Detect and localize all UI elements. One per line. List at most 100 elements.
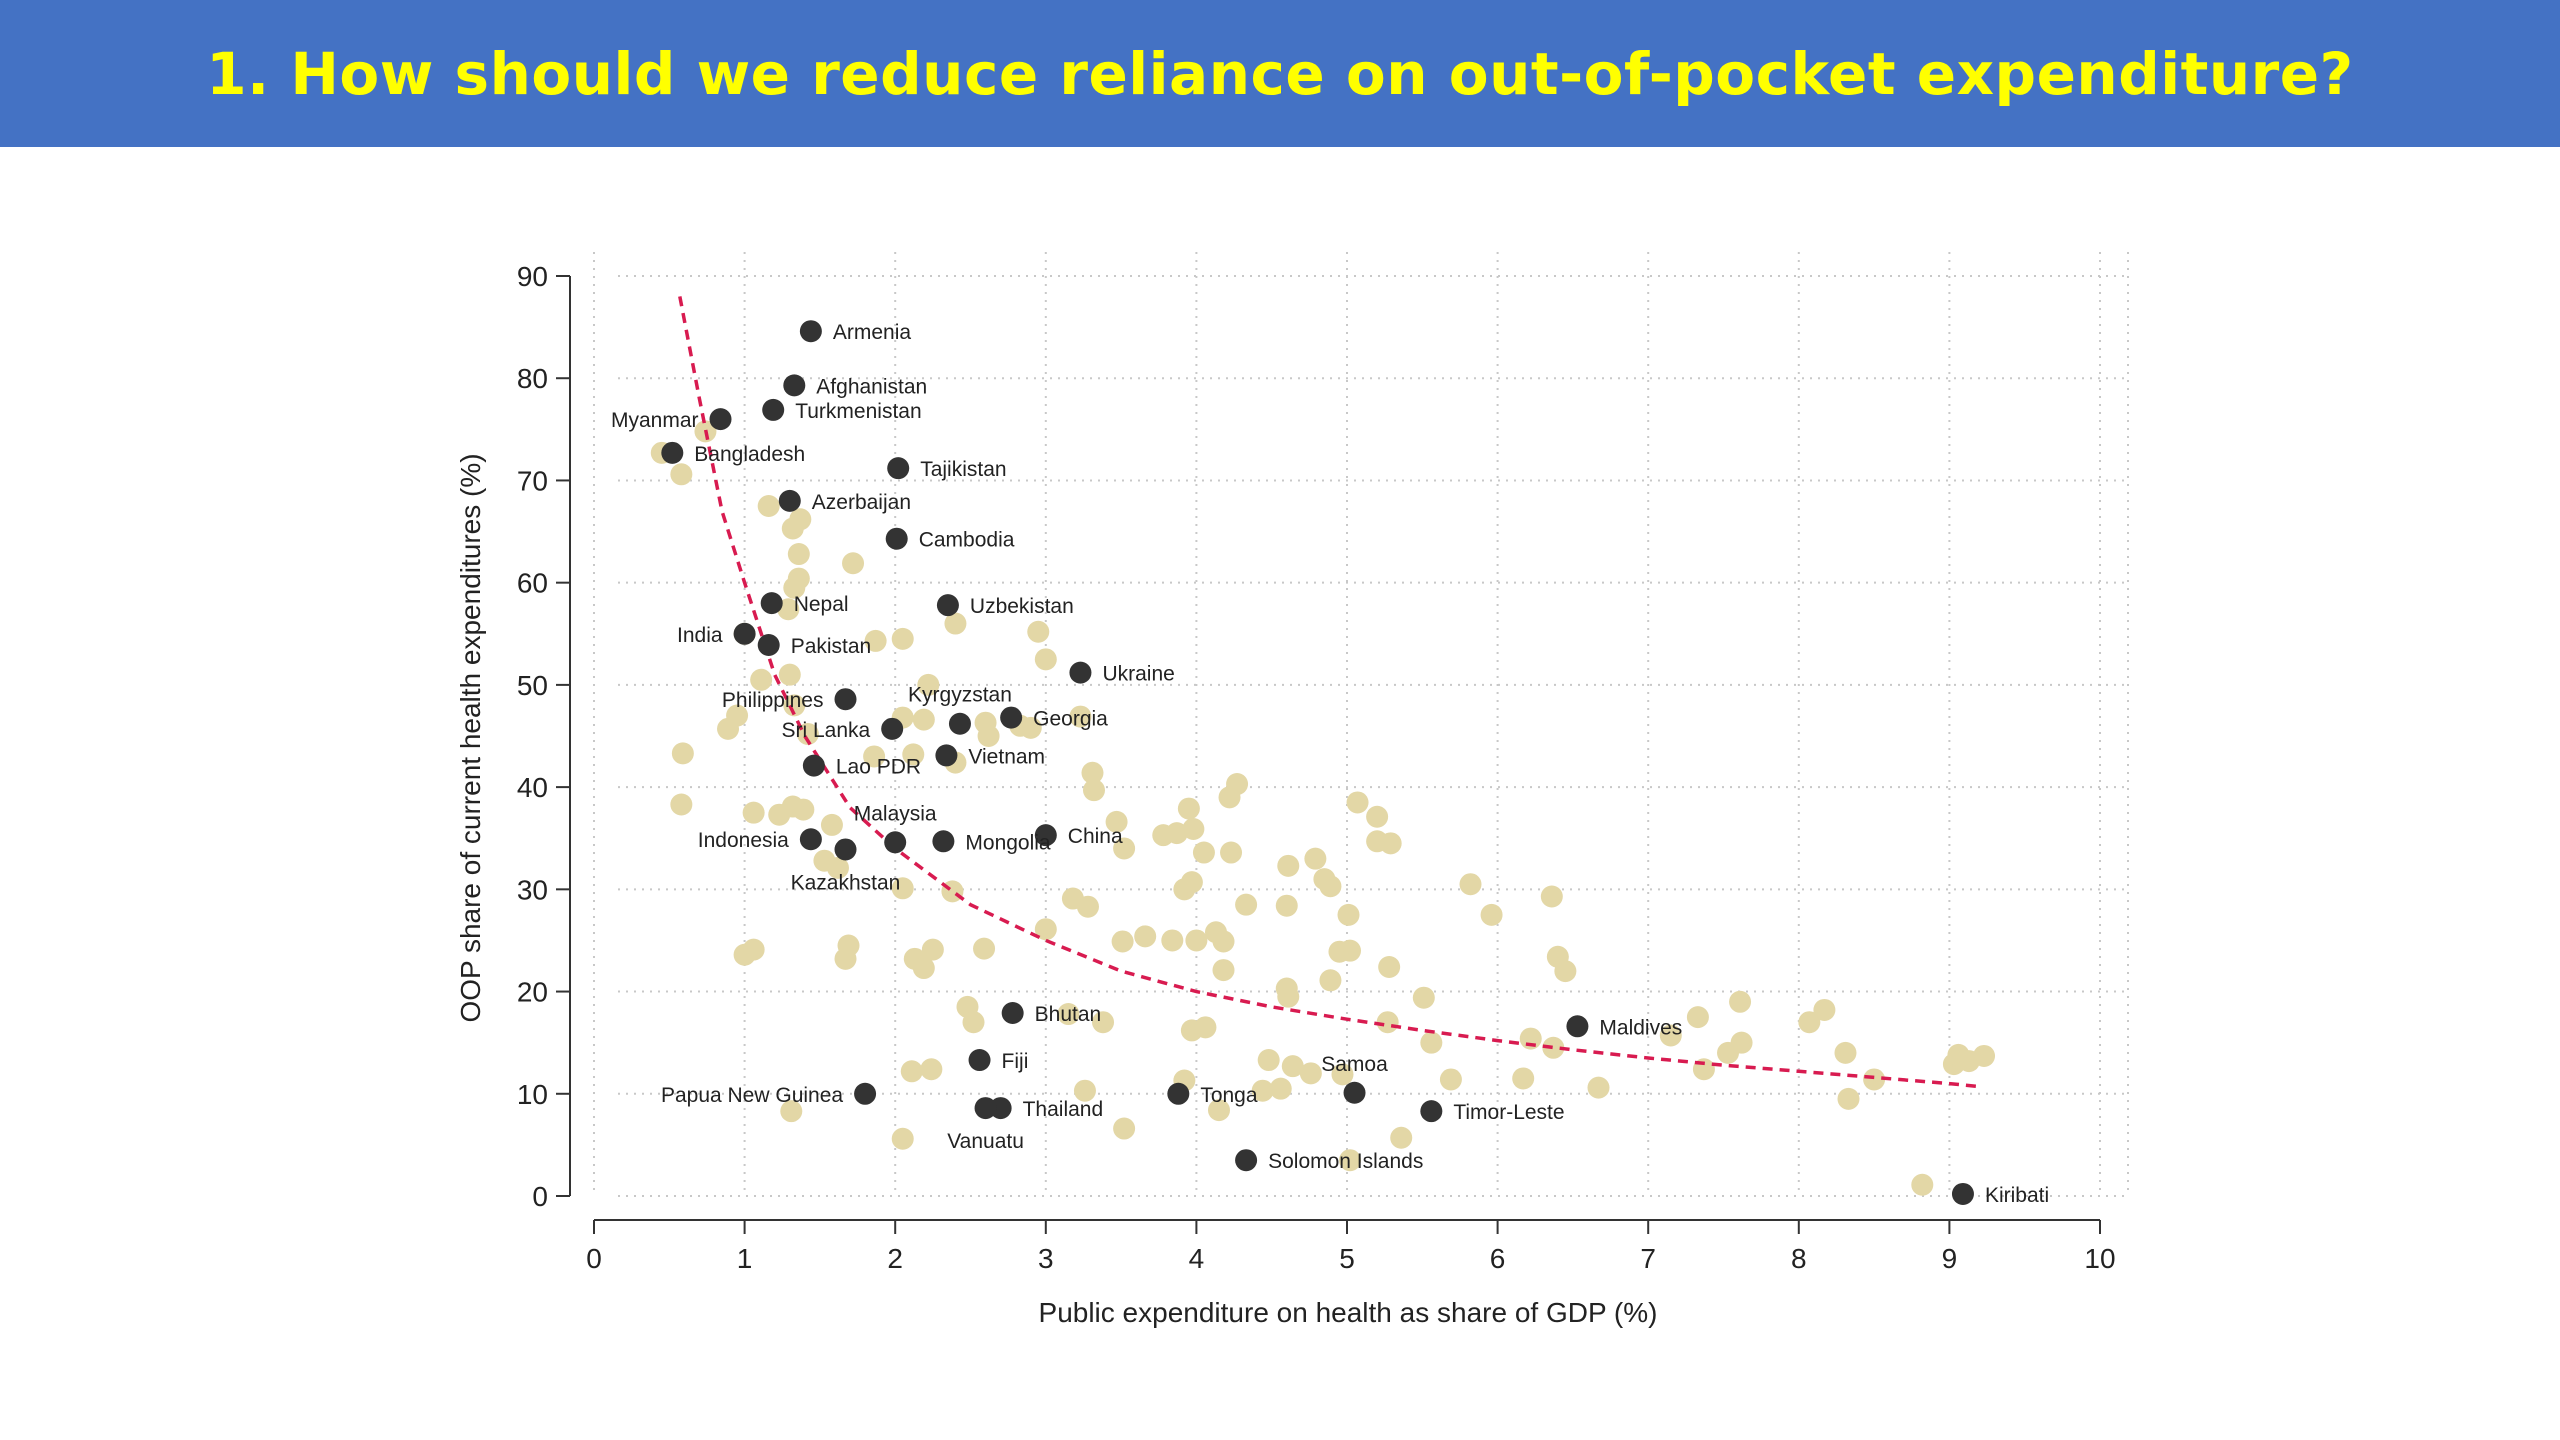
country-point [1113,837,1136,860]
country-point [921,938,944,961]
country-point [670,463,693,486]
highlighted-point [1000,706,1023,729]
x-tick-label: 5 [1339,1243,1355,1274]
page-title: 1. How should we reduce reliance on out-… [206,39,2354,108]
highlighted-point [881,717,904,740]
country-point [1081,761,1104,784]
country-point [1269,1077,1292,1100]
point-label: Vanuatu [947,1130,1024,1153]
point-label: Mongolia [965,831,1051,854]
point-label: Kiribati [1985,1184,2049,1207]
highlighted-point [762,398,785,421]
highlighted-point [1069,661,1092,684]
country-point [789,508,812,531]
x-tick-label: 3 [1038,1243,1054,1274]
highlighted-point [1167,1082,1190,1105]
axes-layer: 0 10 20 30 40 50 60 70 80 90 0 1 2 3 4 5 6 7 8 9 10 [517,261,2116,1274]
country-point [1376,1011,1399,1034]
country-point [944,612,967,635]
point-label: India [677,624,723,647]
highlighted-point [661,441,684,464]
country-point [742,938,765,961]
country-point [1378,956,1401,979]
country-point [1863,1068,1886,1091]
point-label: Tonga [1200,1084,1258,1107]
point-label: Philippines [722,689,824,712]
country-point [1366,805,1389,828]
country-point [1390,1126,1413,1149]
other-points-layer [650,420,1996,1196]
country-point [1659,1024,1682,1047]
country-point [717,717,740,740]
country-point [1277,854,1300,877]
x-tick-label: 9 [1942,1243,1958,1274]
point-label: Timor-Leste [1453,1101,1564,1124]
country-point [1540,885,1563,908]
point-label: Kazakhstan [791,871,901,894]
x-tick-label: 8 [1791,1243,1807,1274]
highlighted-point [1951,1182,1974,1205]
country-point [1113,1117,1136,1140]
highlighted-point [1566,1015,1589,1038]
country-point [1034,648,1057,671]
point-label: Sri Lanka [781,719,870,742]
country-point [1346,791,1369,814]
point-label: Solomon Islands [1268,1150,1423,1173]
country-point [1082,779,1105,802]
country-point [1207,1099,1230,1122]
country-point [1275,894,1298,917]
country-point [902,743,925,766]
chart-area: 0 10 20 30 40 50 60 70 80 90 0 1 2 3 4 5 6 7 8 9 10 Armenia A… [0,147,2560,1440]
point-label: Vietnam [968,745,1045,768]
country-point [1218,786,1241,809]
country-point [1379,832,1402,855]
highlighted-point [887,457,910,480]
highlighted-point [757,634,780,657]
y-tick-label: 90 [517,261,548,292]
country-point [1554,960,1577,983]
country-point [1420,1031,1443,1054]
country-point [1194,1016,1217,1039]
country-point [1111,930,1134,953]
country-point [742,801,765,824]
country-point [891,627,914,650]
y-tick-label: 0 [532,1181,548,1212]
country-point [917,673,940,696]
country-point [1165,822,1188,845]
country-point [891,877,914,900]
x-axis-label: Public expenditure on health as share of… [1039,1297,1658,1328]
highlighted-point [1001,1002,1024,1025]
country-point [1813,998,1836,1021]
country-point [1331,1063,1354,1086]
point-label: Turkmenistan [795,400,921,423]
point-label: Afghanistan [816,375,927,398]
country-point [912,957,935,980]
highlighted-point [989,1097,1012,1120]
point-label: Georgia [1033,708,1108,731]
highlighted-point [778,489,801,512]
country-point [783,694,806,717]
country-point [670,793,693,816]
country-point [900,1060,923,1083]
highlighted-point [935,744,958,767]
country-point [768,803,791,826]
country-point [837,934,860,957]
country-point [750,668,773,691]
point-label: Kyrgyzstan [908,684,1012,707]
country-point [1304,847,1327,870]
country-point [1220,841,1243,864]
country-point [912,708,935,731]
highlighted-point [1034,824,1057,847]
x-tick-label: 10 [2084,1243,2115,1274]
highlighted-point [709,408,732,431]
highlighted-point [936,594,959,617]
y-tick-label: 20 [517,977,548,1008]
highlighted-point [733,622,756,645]
highlighted-point [884,831,907,854]
highlighted-point [799,320,822,343]
y-tick-label: 70 [517,465,548,496]
country-point [864,629,887,652]
country-point [977,725,1000,747]
